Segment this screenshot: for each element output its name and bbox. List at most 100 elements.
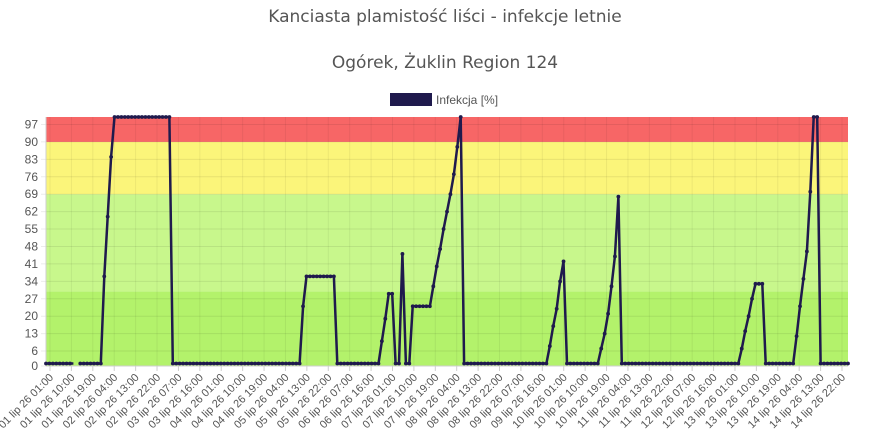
data-point <box>331 274 336 279</box>
y-tick-label: 83 <box>25 152 39 166</box>
data-point <box>284 361 288 366</box>
data-point <box>791 361 796 366</box>
data-point <box>88 361 93 366</box>
data-point <box>695 361 700 366</box>
data-point <box>544 361 549 366</box>
data-point <box>116 115 120 119</box>
data-point <box>469 361 473 366</box>
data-point <box>599 346 604 351</box>
y-tick-label: 48 <box>25 239 39 253</box>
data-point <box>369 361 374 366</box>
y-tick-label: 20 <box>25 309 39 323</box>
data-point <box>739 346 744 351</box>
data-point <box>218 361 223 366</box>
data-point <box>376 361 381 366</box>
data-point <box>712 361 717 366</box>
data-point <box>520 361 525 366</box>
data-point <box>780 361 785 366</box>
data-point <box>122 115 127 119</box>
data-point <box>767 361 772 366</box>
data-point <box>314 274 319 279</box>
data-point <box>554 306 559 311</box>
data-point <box>397 361 401 366</box>
data-point <box>506 361 511 366</box>
data-point <box>266 361 271 366</box>
data-point <box>465 361 470 366</box>
data-point <box>229 361 233 366</box>
data-point <box>57 361 62 366</box>
data-point <box>595 361 600 366</box>
data-point <box>503 361 508 366</box>
data-point <box>143 115 148 119</box>
data-point <box>239 361 244 366</box>
data-point <box>842 361 847 366</box>
data-point <box>667 361 672 366</box>
data-point <box>561 259 566 264</box>
y-tick-label: 13 <box>25 327 39 341</box>
data-point <box>451 172 456 177</box>
data-point <box>355 361 360 366</box>
data-point <box>338 361 343 366</box>
data-point <box>534 361 539 366</box>
data-point <box>379 339 384 343</box>
data-point <box>750 296 754 301</box>
data-point <box>232 361 237 366</box>
data-point <box>64 361 69 366</box>
data-point <box>685 361 689 366</box>
data-point <box>784 361 789 366</box>
data-point <box>198 361 203 366</box>
data-point <box>54 361 59 366</box>
data-point <box>225 361 230 366</box>
data-point <box>188 361 192 366</box>
data-point <box>578 361 583 366</box>
data-point <box>496 361 501 366</box>
data-point <box>215 361 220 366</box>
data-point <box>308 274 312 279</box>
data-point <box>212 361 216 366</box>
data-point <box>297 361 302 366</box>
risk-band-3 <box>46 117 848 142</box>
data-point <box>98 361 103 366</box>
data-point <box>236 361 240 366</box>
data-point <box>709 361 713 366</box>
data-point <box>770 361 775 366</box>
y-tick-label: 41 <box>25 257 39 271</box>
data-point <box>774 361 778 366</box>
data-point <box>81 361 86 366</box>
data-point <box>753 281 758 286</box>
data-point <box>150 115 155 119</box>
data-point <box>273 361 278 366</box>
data-point <box>722 361 727 366</box>
data-point <box>575 361 580 366</box>
data-point <box>270 361 275 366</box>
data-point <box>352 361 357 366</box>
data-point <box>349 361 353 366</box>
data-point <box>472 361 477 366</box>
data-point <box>787 361 792 366</box>
data-point <box>448 192 453 197</box>
data-point <box>475 361 480 366</box>
data-point <box>431 284 436 289</box>
data-point <box>482 361 487 366</box>
data-point <box>170 361 175 366</box>
data-point <box>729 361 734 366</box>
data-point <box>311 274 316 279</box>
data-point <box>373 361 377 366</box>
data-point <box>462 361 467 366</box>
data-point <box>688 361 693 366</box>
data-point <box>249 361 254 366</box>
data-point <box>732 361 737 366</box>
data-point <box>568 361 573 366</box>
data-point <box>400 252 405 256</box>
data-point <box>801 276 806 281</box>
data-point <box>318 274 323 279</box>
data-point <box>92 361 96 366</box>
data-point <box>582 361 586 366</box>
data-point <box>342 361 347 366</box>
data-point <box>328 274 333 279</box>
data-point <box>184 361 189 366</box>
data-point <box>242 361 247 366</box>
data-point <box>571 361 576 366</box>
data-point <box>517 361 521 366</box>
data-point <box>386 291 391 296</box>
